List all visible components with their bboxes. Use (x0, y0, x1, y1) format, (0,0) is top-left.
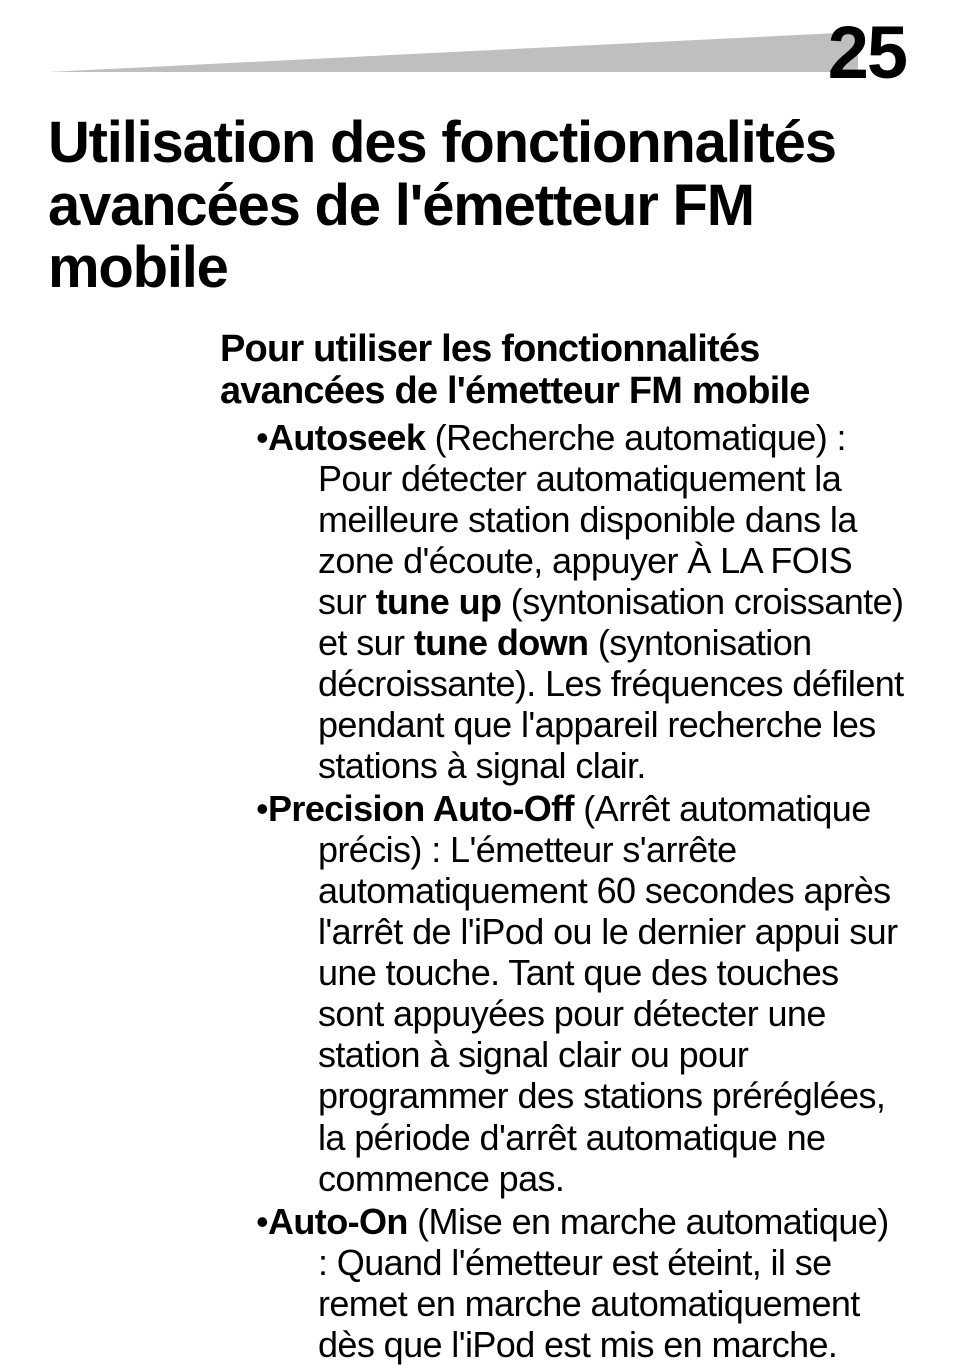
page-number: 25 (828, 10, 906, 95)
bullet-dot: • (256, 1201, 268, 1242)
section-subhead: Pour utiliser les fonctionnalités avancé… (220, 328, 906, 413)
header-band (48, 32, 858, 72)
header-row: 25 (48, 0, 906, 100)
page: 25 Utilisation des fonctionnalités avanc… (0, 0, 954, 1354)
list-item: •Autoseek (Recherche automatique) : Pour… (220, 417, 906, 786)
list-item: •Precision Auto-Off (Arrêt automatique p… (220, 788, 906, 1198)
bullet-lead: Precision Auto-Off (268, 788, 574, 829)
bullet-body: (Recherche automatique) : Pour détecter … (318, 417, 904, 786)
bullet-lead: Auto-On (268, 1201, 408, 1242)
section: Pour utiliser les fonctionnalités avancé… (48, 328, 906, 1365)
bold-inline: tune down (414, 622, 589, 663)
bullet-list: •Autoseek (Recherche automatique) : Pour… (220, 417, 906, 1365)
bullet-body: (Arrêt automatique précis) : L'émetteur … (318, 788, 898, 1198)
bullet-dot: • (256, 417, 268, 458)
bullet-lead: Autoseek (268, 417, 425, 458)
list-item: •Auto-On (Mise en marche automatique) : … (220, 1201, 906, 1365)
bullet-dot: • (256, 788, 268, 829)
page-title: Utilisation des fonctionnalités avancées… (48, 112, 906, 300)
bold-inline: tune up (376, 581, 502, 622)
header-band-shape (48, 32, 858, 72)
